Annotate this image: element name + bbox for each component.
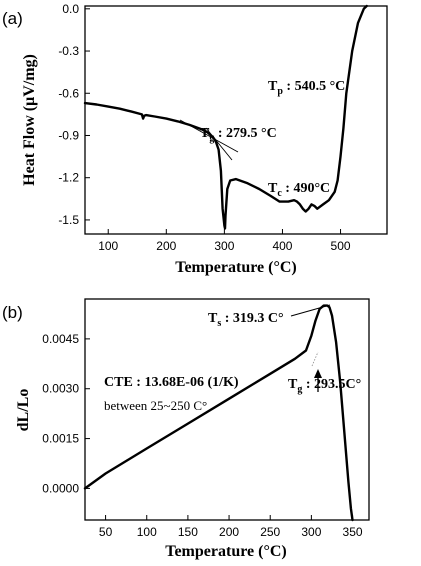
x-tick-label: 300 — [214, 239, 234, 253]
x-tick-label: 250 — [260, 525, 280, 539]
x-tick-label: 350 — [343, 525, 363, 539]
series-line-a — [83, 4, 368, 230]
plot-frame-a — [84, 5, 388, 235]
y-axis-label-b: dL/Lo — [15, 389, 32, 432]
x-ticks-b: 50 100 150 200 250 300 350 — [99, 515, 363, 539]
y-tick-label: -0.3 — [58, 44, 79, 58]
cte-range-text: between 25~250 C° — [104, 398, 207, 413]
y-tick-label: 0.0000 — [42, 481, 79, 495]
series-line-b — [83, 304, 354, 522]
y-tick-label: 0.0045 — [42, 332, 79, 346]
y-tick-label: 0.0015 — [42, 432, 79, 446]
x-axis-label-a: Temperature (°C) — [175, 259, 296, 276]
tg-arrow-head — [314, 369, 322, 378]
y-tick-label: 0.0 — [62, 2, 79, 16]
y-ticks-a: 0.0 -0.3 -0.6 -0.9 -1.2 -1.5 — [58, 2, 90, 227]
panel-b: (b) 50 100 150 200 250 300 350 0.00000.00150.0… — [2, 298, 370, 560]
annotation-ts: Ts : 319.3 C° — [208, 311, 284, 329]
x-tick-label: 50 — [99, 525, 113, 539]
y-tick-label: -0.6 — [58, 86, 79, 100]
x-tick-label: 150 — [178, 525, 198, 539]
tangent-hint-b — [311, 351, 319, 367]
annotation-tp: Tp : 540.5 °C — [268, 79, 345, 97]
x-tick-label: 300 — [301, 525, 321, 539]
x-tick-label: 100 — [98, 239, 118, 253]
x-tick-label: 100 — [137, 525, 157, 539]
x-tick-label: 200 — [156, 239, 176, 253]
y-tick-label: -1.2 — [58, 171, 79, 185]
x-tick-label: 400 — [272, 239, 292, 253]
cte-text: CTE : 13.68E-06 (1/K) — [104, 375, 239, 390]
y-ticks-b: 0.0000 0.0015 0.0030 0.0045 — [42, 332, 90, 495]
y-tick-label: 0.0030 — [42, 382, 79, 396]
ts-pointer-line — [290, 304, 331, 317]
y-tick-label: -0.9 — [58, 128, 79, 142]
x-axis-label-b: Temperature (°C) — [165, 543, 286, 560]
annotation-tg-b: Tg : 293.5C° — [288, 377, 361, 395]
annotation-tc: Tc : 490°C — [268, 181, 330, 199]
x-tick-label: 200 — [219, 525, 239, 539]
panel-label-a: (a) — [2, 9, 23, 28]
x-tick-label: 500 — [331, 239, 351, 253]
x-ticks-a: 100 200 300 400 500 — [98, 229, 351, 253]
y-tick-label: -1.5 — [58, 213, 79, 227]
annotation-tg-a: Tg : 279.5 °C — [200, 126, 277, 144]
plot-frame-b — [84, 298, 370, 521]
panel-label-b: (b) — [2, 303, 23, 322]
panel-a: (a) 100 200 300 400 500 0.0 -0.3 -0.6 -0.9 -1.2 -… — [2, 2, 388, 276]
y-axis-label-a: Heat Flow (μV/mg) — [21, 54, 38, 186]
